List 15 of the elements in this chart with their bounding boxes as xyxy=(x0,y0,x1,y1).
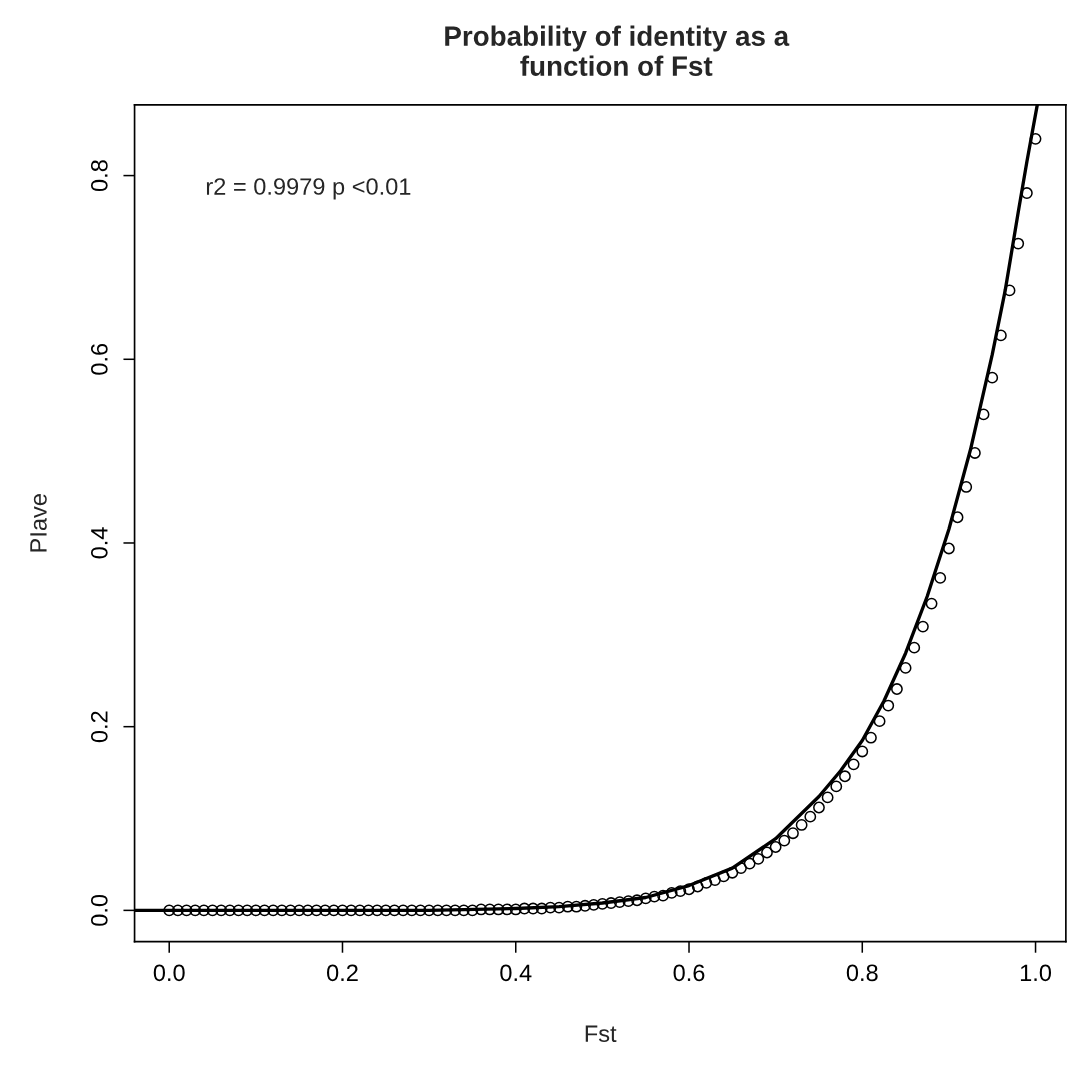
y-tick-label: 0.4 xyxy=(90,527,108,559)
x-tick-label: 0.2 xyxy=(327,964,358,982)
annotation: r2 = 0.9979 p <0.01 xyxy=(206,178,411,200)
x-axis-title: Fst xyxy=(585,1025,617,1043)
y-tick-label: 0.6 xyxy=(90,343,108,375)
y-tick-label: 0.2 xyxy=(90,711,108,743)
y-tick-label: 0.8 xyxy=(90,160,108,192)
x-tick-label: 1.0 xyxy=(1020,964,1052,982)
x-tick-label: 0.0 xyxy=(153,964,185,982)
y-axis-title: PIave xyxy=(30,494,47,552)
chart-title: Probability of identity as a function of Fst xyxy=(445,25,790,76)
x-tick-label: 0.6 xyxy=(673,964,705,982)
x-tick-label: 0.8 xyxy=(846,964,878,982)
x-tick-label: 0.4 xyxy=(500,964,532,982)
y-tick-label: 0.0 xyxy=(90,894,108,926)
